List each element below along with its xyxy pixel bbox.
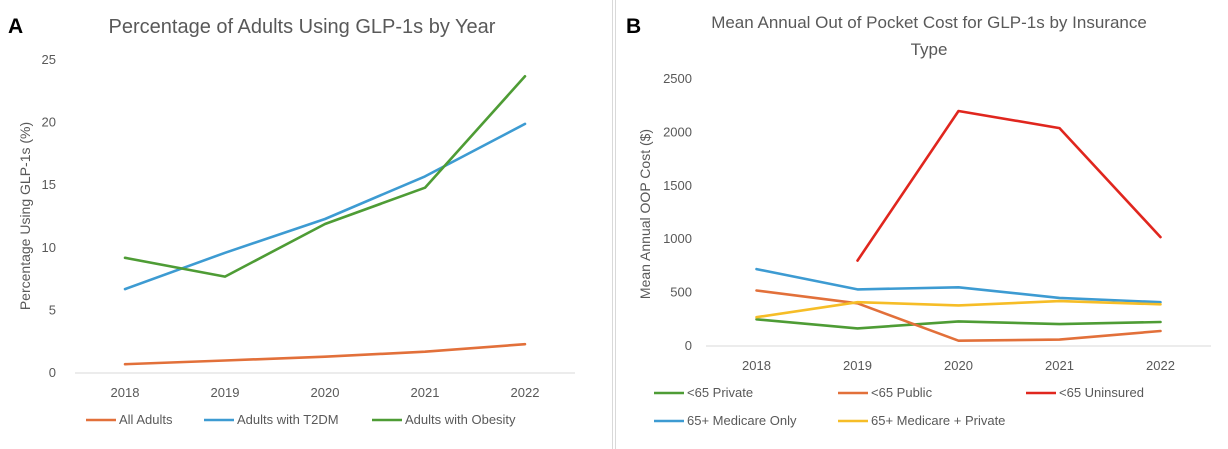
y-tick-label: 20 bbox=[42, 115, 56, 130]
x-tick-label: 2018 bbox=[742, 358, 771, 373]
series-line-65-uninsured bbox=[856, 109, 1162, 262]
legend-label: <65 Private bbox=[687, 385, 753, 400]
legend-label: <65 Public bbox=[871, 385, 933, 400]
legend-label: 65+ Medicare + Private bbox=[871, 413, 1005, 428]
y-tick-label: 25 bbox=[42, 52, 56, 67]
chart-a-svg: A Percentage of Adults Using GLP-1s by Ye… bbox=[8, 15, 575, 427]
x-tick-label: 2021 bbox=[1045, 358, 1074, 373]
series-line-65-public bbox=[755, 289, 1162, 342]
legend-label: 65+ Medicare Only bbox=[687, 413, 797, 428]
x-tick-label: 2019 bbox=[211, 385, 240, 400]
legend-label: Adults with Obesity bbox=[405, 412, 516, 427]
series-line-adults-with-obesity bbox=[123, 75, 527, 278]
y-tick-label: 15 bbox=[42, 177, 56, 192]
x-tick-label: 2022 bbox=[511, 385, 540, 400]
y-axis-label: Mean Annual OOP Cost ($) bbox=[637, 129, 653, 299]
chart-panel-a: A Percentage of Adults Using GLP-1s by Ye… bbox=[0, 0, 613, 449]
panel-label: A bbox=[8, 15, 23, 38]
chart-title: Mean Annual Out of Pocket Cost for GLP-1… bbox=[711, 13, 1147, 32]
y-tick-label: 0 bbox=[49, 365, 56, 380]
x-tick-label: 2018 bbox=[111, 385, 140, 400]
x-tick-label: 2020 bbox=[944, 358, 973, 373]
y-tick-label: 500 bbox=[670, 285, 692, 300]
series-line-65-medicare-private bbox=[755, 299, 1162, 319]
series-line-all-adults bbox=[123, 342, 527, 366]
y-tick-label: 1000 bbox=[663, 231, 692, 246]
series-line-65-private bbox=[755, 318, 1162, 330]
legend-label: All Adults bbox=[119, 412, 173, 427]
y-tick-label: 5 bbox=[49, 302, 56, 317]
series-line-adults-with-t2dm bbox=[123, 122, 527, 291]
y-tick-label: 0 bbox=[685, 338, 692, 353]
y-tick-label: 2500 bbox=[663, 71, 692, 86]
y-tick-label: 2000 bbox=[663, 124, 692, 139]
legend-label: Adults with T2DM bbox=[237, 412, 339, 427]
y-axis-label: Percentage Using GLP-1s (%) bbox=[17, 122, 33, 310]
y-tick-label: 10 bbox=[42, 240, 56, 255]
chart-b-svg: B Mean Annual Out of Pocket Cost for GLP-… bbox=[626, 13, 1211, 428]
x-tick-label: 2020 bbox=[311, 385, 340, 400]
x-tick-label: 2022 bbox=[1146, 358, 1175, 373]
chart-panel-b: B Mean Annual Out of Pocket Cost for GLP-… bbox=[615, 0, 1228, 449]
series-line-65-medicare-only bbox=[755, 267, 1162, 304]
y-tick-label: 1500 bbox=[663, 178, 692, 193]
panel-label: B bbox=[626, 15, 641, 38]
x-tick-label: 2019 bbox=[843, 358, 872, 373]
legend-label: <65 Uninsured bbox=[1059, 385, 1144, 400]
chart-title: Percentage of Adults Using GLP-1s by Yea… bbox=[109, 16, 496, 38]
x-tick-label: 2021 bbox=[411, 385, 440, 400]
chart-title: Type bbox=[911, 40, 948, 59]
